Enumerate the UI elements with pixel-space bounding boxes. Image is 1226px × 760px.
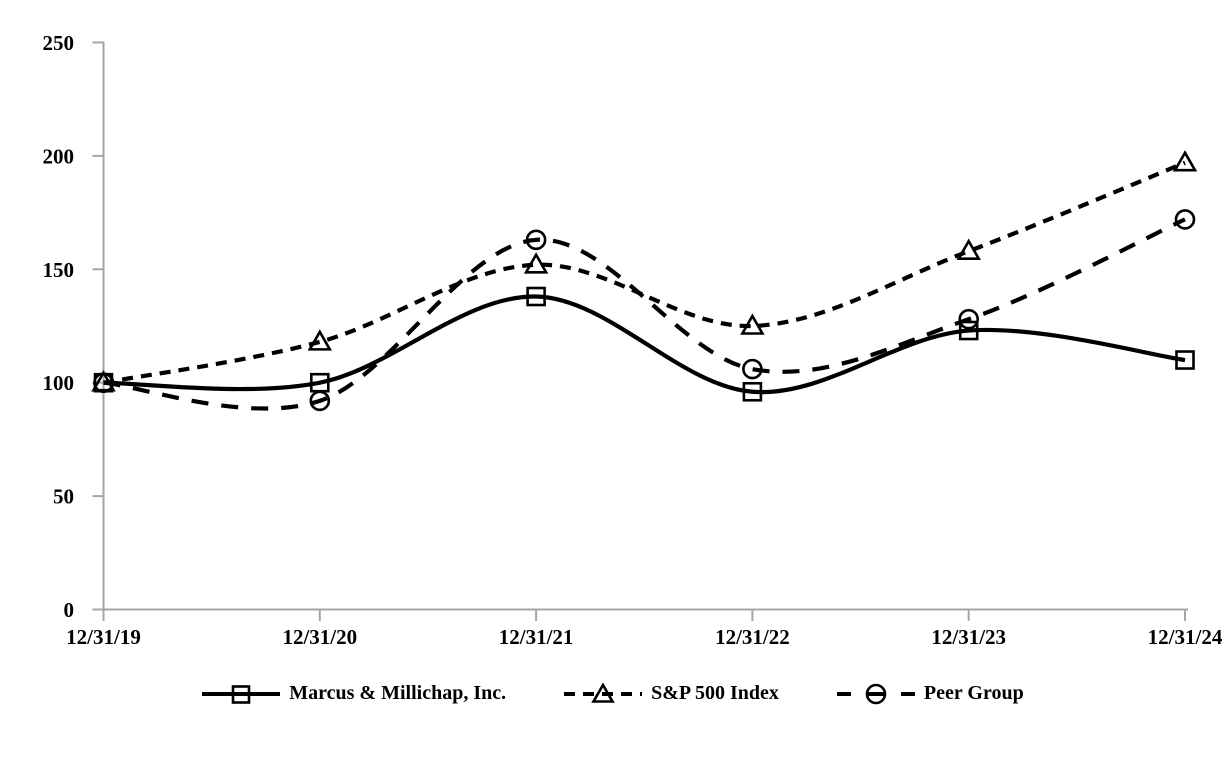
data-marker-square (958, 320, 979, 341)
x-axis-tick-label: 12/31/20 (282, 625, 357, 649)
x-axis-tick-label: 12/31/24 (1148, 625, 1223, 649)
data-marker-square (742, 381, 763, 402)
series-line-triangle (103, 160, 1186, 385)
y-axis-tick-label: 150 (43, 258, 75, 282)
y-axis-tick-label: 200 (43, 144, 75, 168)
y-axis-tick-label: 250 (43, 31, 75, 55)
legend-swatch-dashed-circle-icon (836, 683, 915, 704)
legend-label-peer-group: Peer Group (923, 682, 1024, 704)
data-marker-triangle (523, 252, 549, 274)
x-axis-tick-label: 12/31/23 (931, 625, 1006, 649)
y-axis-tick-label: 100 (43, 371, 75, 395)
data-marker-square (526, 286, 546, 307)
x-axis-tick-label: 12/31/21 (499, 625, 574, 649)
data-marker-circle (742, 358, 763, 380)
chart-plot-area: 0 50 100 150 200 250 12/31/19 12/31/20 12/31/21 1… (43, 31, 1223, 649)
data-marker-square (93, 372, 114, 393)
legend-label-sp500: S&P 500 Index (651, 682, 779, 704)
data-marker-triangle (307, 329, 333, 351)
data-marker-triangle (1172, 150, 1198, 172)
data-marker-circle (525, 229, 547, 251)
data-marker-square (1175, 350, 1195, 370)
x-axis-tick-label: 12/31/19 (66, 625, 141, 649)
chart-legend: Marcus & Millichap, Inc. S&P 500 Index P… (0, 682, 1226, 705)
legend-swatch-solid-square-icon (202, 684, 281, 704)
series-line-square (103, 294, 1186, 395)
series-line-circle (103, 217, 1186, 411)
legend-item-peer-group: Peer Group (836, 682, 1024, 705)
data-marker-square (309, 372, 330, 393)
legend-item-sp500: S&P 500 Index (564, 682, 779, 705)
data-marker-circle (958, 308, 980, 330)
legend-swatch-dashed-triangle-icon (564, 682, 643, 703)
data-marker-triangle (956, 238, 981, 260)
legend-item-marcus-millichap: Marcus & Millichap, Inc. (202, 682, 506, 705)
x-axis-tick-label: 12/31/22 (715, 625, 790, 649)
data-marker-circle (1174, 209, 1196, 230)
y-axis-tick-label: 0 (64, 598, 75, 622)
y-axis-tick-label: 50 (53, 485, 74, 509)
data-marker-triangle (740, 313, 765, 335)
legend-label-marcus-millichap: Marcus & Millichap, Inc. (289, 682, 507, 704)
